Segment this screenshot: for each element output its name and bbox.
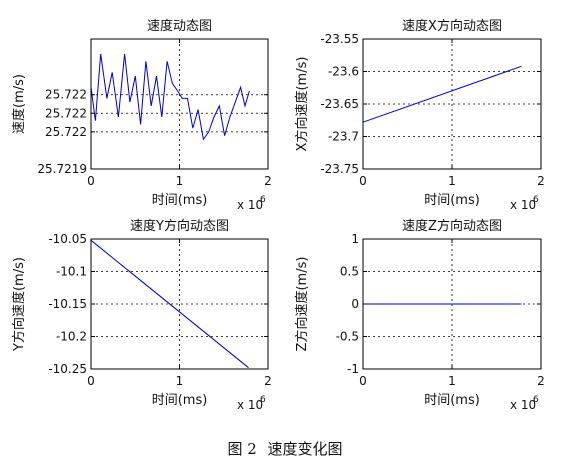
y-tick-label: -23.6	[328, 65, 359, 79]
y-tick-label: 25.722	[45, 125, 87, 139]
y-tick-label: -23.7	[328, 130, 359, 144]
chart-title: 速度Y方向动态图	[130, 218, 229, 234]
y-axis-label: Z方向速度(m/s)	[294, 257, 310, 352]
figure-number: 图 2	[227, 440, 257, 458]
chart-panel-3: 0 1 2 -10.25 -10.2 -10.15 -10.1 -10.05 速度Y方向动态图时…	[11, 218, 272, 412]
series-line	[90, 53, 250, 141]
x-exponent-label: 6	[260, 395, 266, 405]
y-tick-label: -23.75	[320, 162, 359, 176]
y-tick-label: -23.55	[320, 32, 359, 46]
y-tick-label: -1	[347, 362, 359, 376]
y-axis-label: 速度(m/s)	[11, 74, 27, 134]
x-tick-label: 2	[537, 374, 545, 388]
x-axis-label: 时间(ms)	[424, 393, 480, 408]
x-exponent-label: 6	[533, 395, 539, 405]
x-axis-label: 时间(ms)	[152, 393, 208, 408]
x-tick-label: 0	[359, 374, 367, 388]
chart-panel-2: 0 1 2 -23.75 -23.7 -23.65 -23.6 -23.55 速度X方向动态图时…	[294, 18, 545, 212]
y-tick-label: -23.65	[320, 97, 359, 111]
y-tick-label: -10.15	[48, 297, 87, 311]
x-multiplier-label: x 10	[237, 398, 263, 412]
y-tick-label: 25.7219	[37, 162, 87, 176]
x-multiplier-label: x 10	[510, 198, 536, 212]
y-tick-label: 25.722	[45, 106, 87, 120]
x-tick-label: 0	[87, 174, 95, 188]
y-tick-label: -10.25	[48, 362, 87, 376]
y-tick-label: 0	[351, 297, 359, 311]
series-line	[90, 239, 249, 369]
x-axis-label: 时间(ms)	[424, 193, 480, 208]
y-axis-label: Y方向速度(m/s)	[11, 257, 27, 352]
y-tick-label: 25.722	[45, 88, 87, 102]
figure-caption-text: 速度变化图	[267, 440, 343, 458]
x-tick-label: 2	[537, 174, 545, 188]
x-axis-label: 时间(ms)	[152, 193, 208, 208]
x-multiplier-label: x 10	[237, 198, 263, 212]
series-line	[362, 65, 522, 123]
y-tick-label: 1	[351, 232, 359, 246]
y-tick-label: -10.05	[48, 232, 87, 246]
y-tick-label: -10.2	[56, 330, 87, 344]
x-tick-label: 1	[176, 374, 184, 388]
x-tick-label: 1	[176, 174, 184, 188]
chart-title: 速度X方向动态图	[402, 18, 502, 34]
figure-caption: 图 2 速度变化图	[0, 438, 570, 459]
x-exponent-label: 6	[260, 195, 266, 205]
x-tick-label: 1	[448, 174, 456, 188]
x-tick-label: 2	[264, 174, 272, 188]
x-tick-label: 1	[448, 374, 456, 388]
y-tick-label: -10.1	[56, 265, 87, 279]
x-tick-label: 2	[264, 374, 272, 388]
chart-title: 速度Z方向动态图	[402, 218, 502, 234]
x-tick-label: 0	[359, 174, 367, 188]
x-multiplier-label: x 10	[510, 398, 536, 412]
x-exponent-label: 6	[533, 195, 539, 205]
x-tick-label: 0	[87, 374, 95, 388]
chart-title: 速度动态图	[147, 18, 212, 34]
y-tick-label: 0.5	[340, 265, 359, 279]
y-axis-label: X方向速度(m/s)	[294, 57, 310, 152]
y-tick-label: -0.5	[336, 330, 359, 344]
